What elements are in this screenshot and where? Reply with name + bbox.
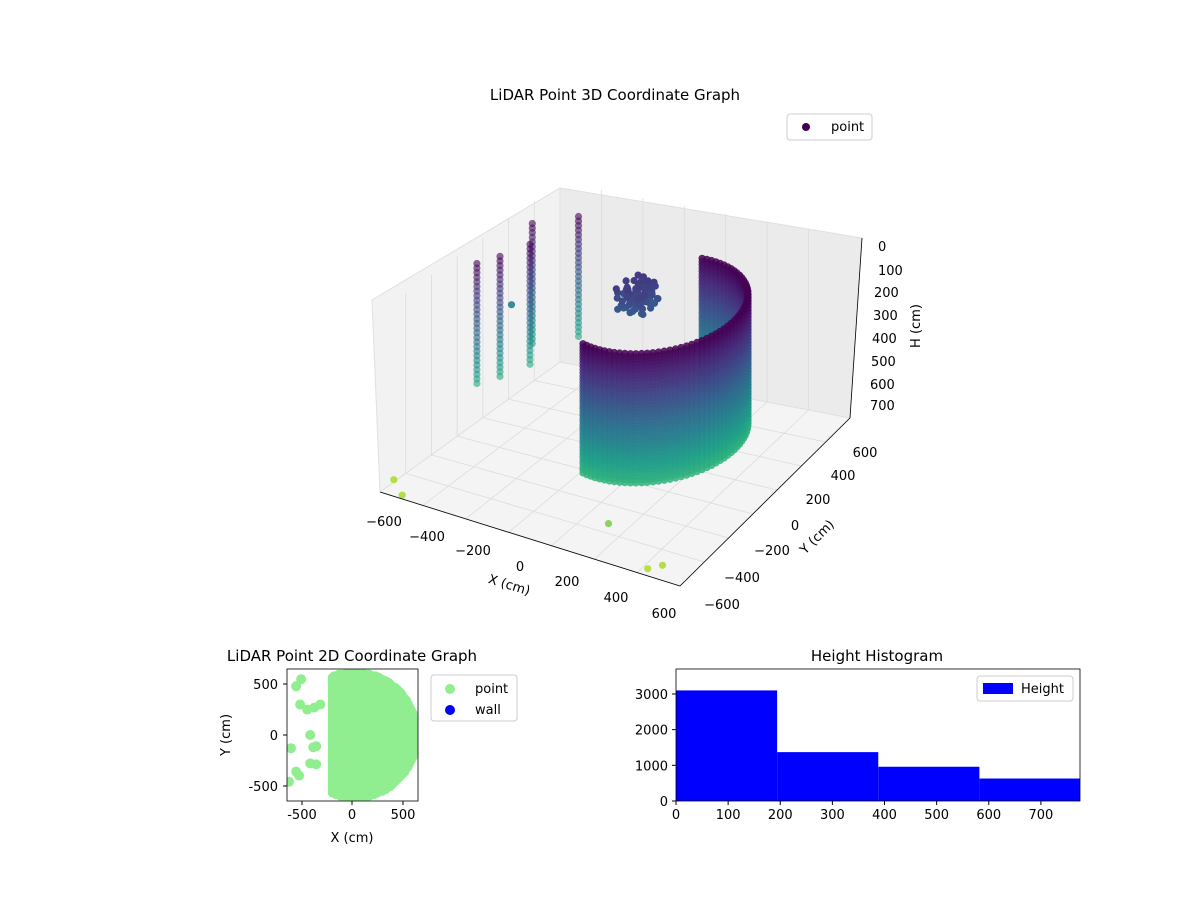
point-3d [622,277,630,285]
point-3d [648,291,656,299]
points-3d [390,212,752,573]
point-3d [643,478,651,486]
z-tick-label: 400 [872,332,897,347]
point-3d [642,284,650,292]
point-3d [644,278,652,286]
z-axis-label: H (cm) [909,304,924,348]
point-3d [638,479,646,487]
plot-3d: LiDAR Point 3D Coordinate Graph −600 −40… [366,86,924,622]
point-3d [677,473,685,481]
point-3d [496,372,504,380]
point-3d [604,520,613,528]
point-3d [632,479,640,487]
legend-marker-point [802,123,810,131]
point-3d [625,301,633,309]
point-3d [658,561,667,569]
grid-line [636,409,809,573]
plot-3d-title: LiDAR Point 3D Coordinate Graph [490,86,740,104]
x-axis-label: X (cm) [486,572,532,599]
point-3d [591,474,599,482]
x-tick-label: 200 [555,575,580,590]
point-3d [666,475,674,483]
legend-label-point: point [831,120,864,135]
z-tick-label: 100 [878,264,903,279]
z-tick-label: 0 [878,240,886,255]
point-3d [574,332,583,341]
point-3d [618,297,627,305]
y-tick-label: 600 [853,446,878,461]
z-tick-label: 300 [873,309,898,324]
point-3d [526,360,534,368]
x-tick-label: 400 [604,591,629,606]
y-axis-label: Y (cm) [797,517,838,558]
point-3d [650,299,659,307]
y-tick-label: 400 [831,469,856,484]
y-tick-label: −600 [704,598,740,613]
y-axis-line [679,417,851,587]
point-3d [621,479,629,487]
point-3d [616,478,624,486]
point-3d [507,301,516,309]
plot-2d-title: LiDAR Point 2D Coordinate Graph [227,647,477,665]
z-tick-label: 700 [870,399,895,414]
grid-line [422,369,602,506]
point-3d [390,476,398,484]
point-3d [649,478,657,486]
x-axis-line [379,491,681,587]
x-tick-label: −600 [366,515,402,530]
z-tick-label: 200 [874,286,899,301]
x-tick-label: 600 [652,607,677,622]
point-3d [682,471,691,479]
y-tick-label: 0 [791,519,799,534]
point-3d [612,285,620,293]
point-3d [639,310,647,319]
point-3d [644,565,652,573]
grid-line [431,454,729,539]
point-3d [629,307,637,316]
point-3d [398,491,406,499]
y-tick-label: −200 [754,544,790,559]
plot-2d: LiDAR Point 2D Coordinate Graph -500 0 5… [219,647,518,846]
point-3d [635,300,644,308]
point-3d [634,294,642,302]
x-tick-label: −400 [409,530,445,545]
y-tick-label: 200 [806,493,831,508]
y-tick-label: −400 [724,571,760,586]
x-tick-label: 0 [516,560,524,575]
points-2d [287,669,418,801]
legend-3d: point [786,113,873,141]
point-3d [473,379,481,388]
z-tick-label: 500 [871,355,896,370]
x-tick-label: −200 [455,544,491,559]
grid-line [405,473,705,563]
point-3d [672,474,680,482]
point-3d [626,479,635,487]
point-3d [655,477,663,485]
point-3d [660,476,668,484]
z-axis-line [849,237,863,419]
z-tick-label: 600 [870,378,895,393]
point-3d [634,271,642,279]
point-3d [647,304,655,312]
point-3d [623,293,631,301]
